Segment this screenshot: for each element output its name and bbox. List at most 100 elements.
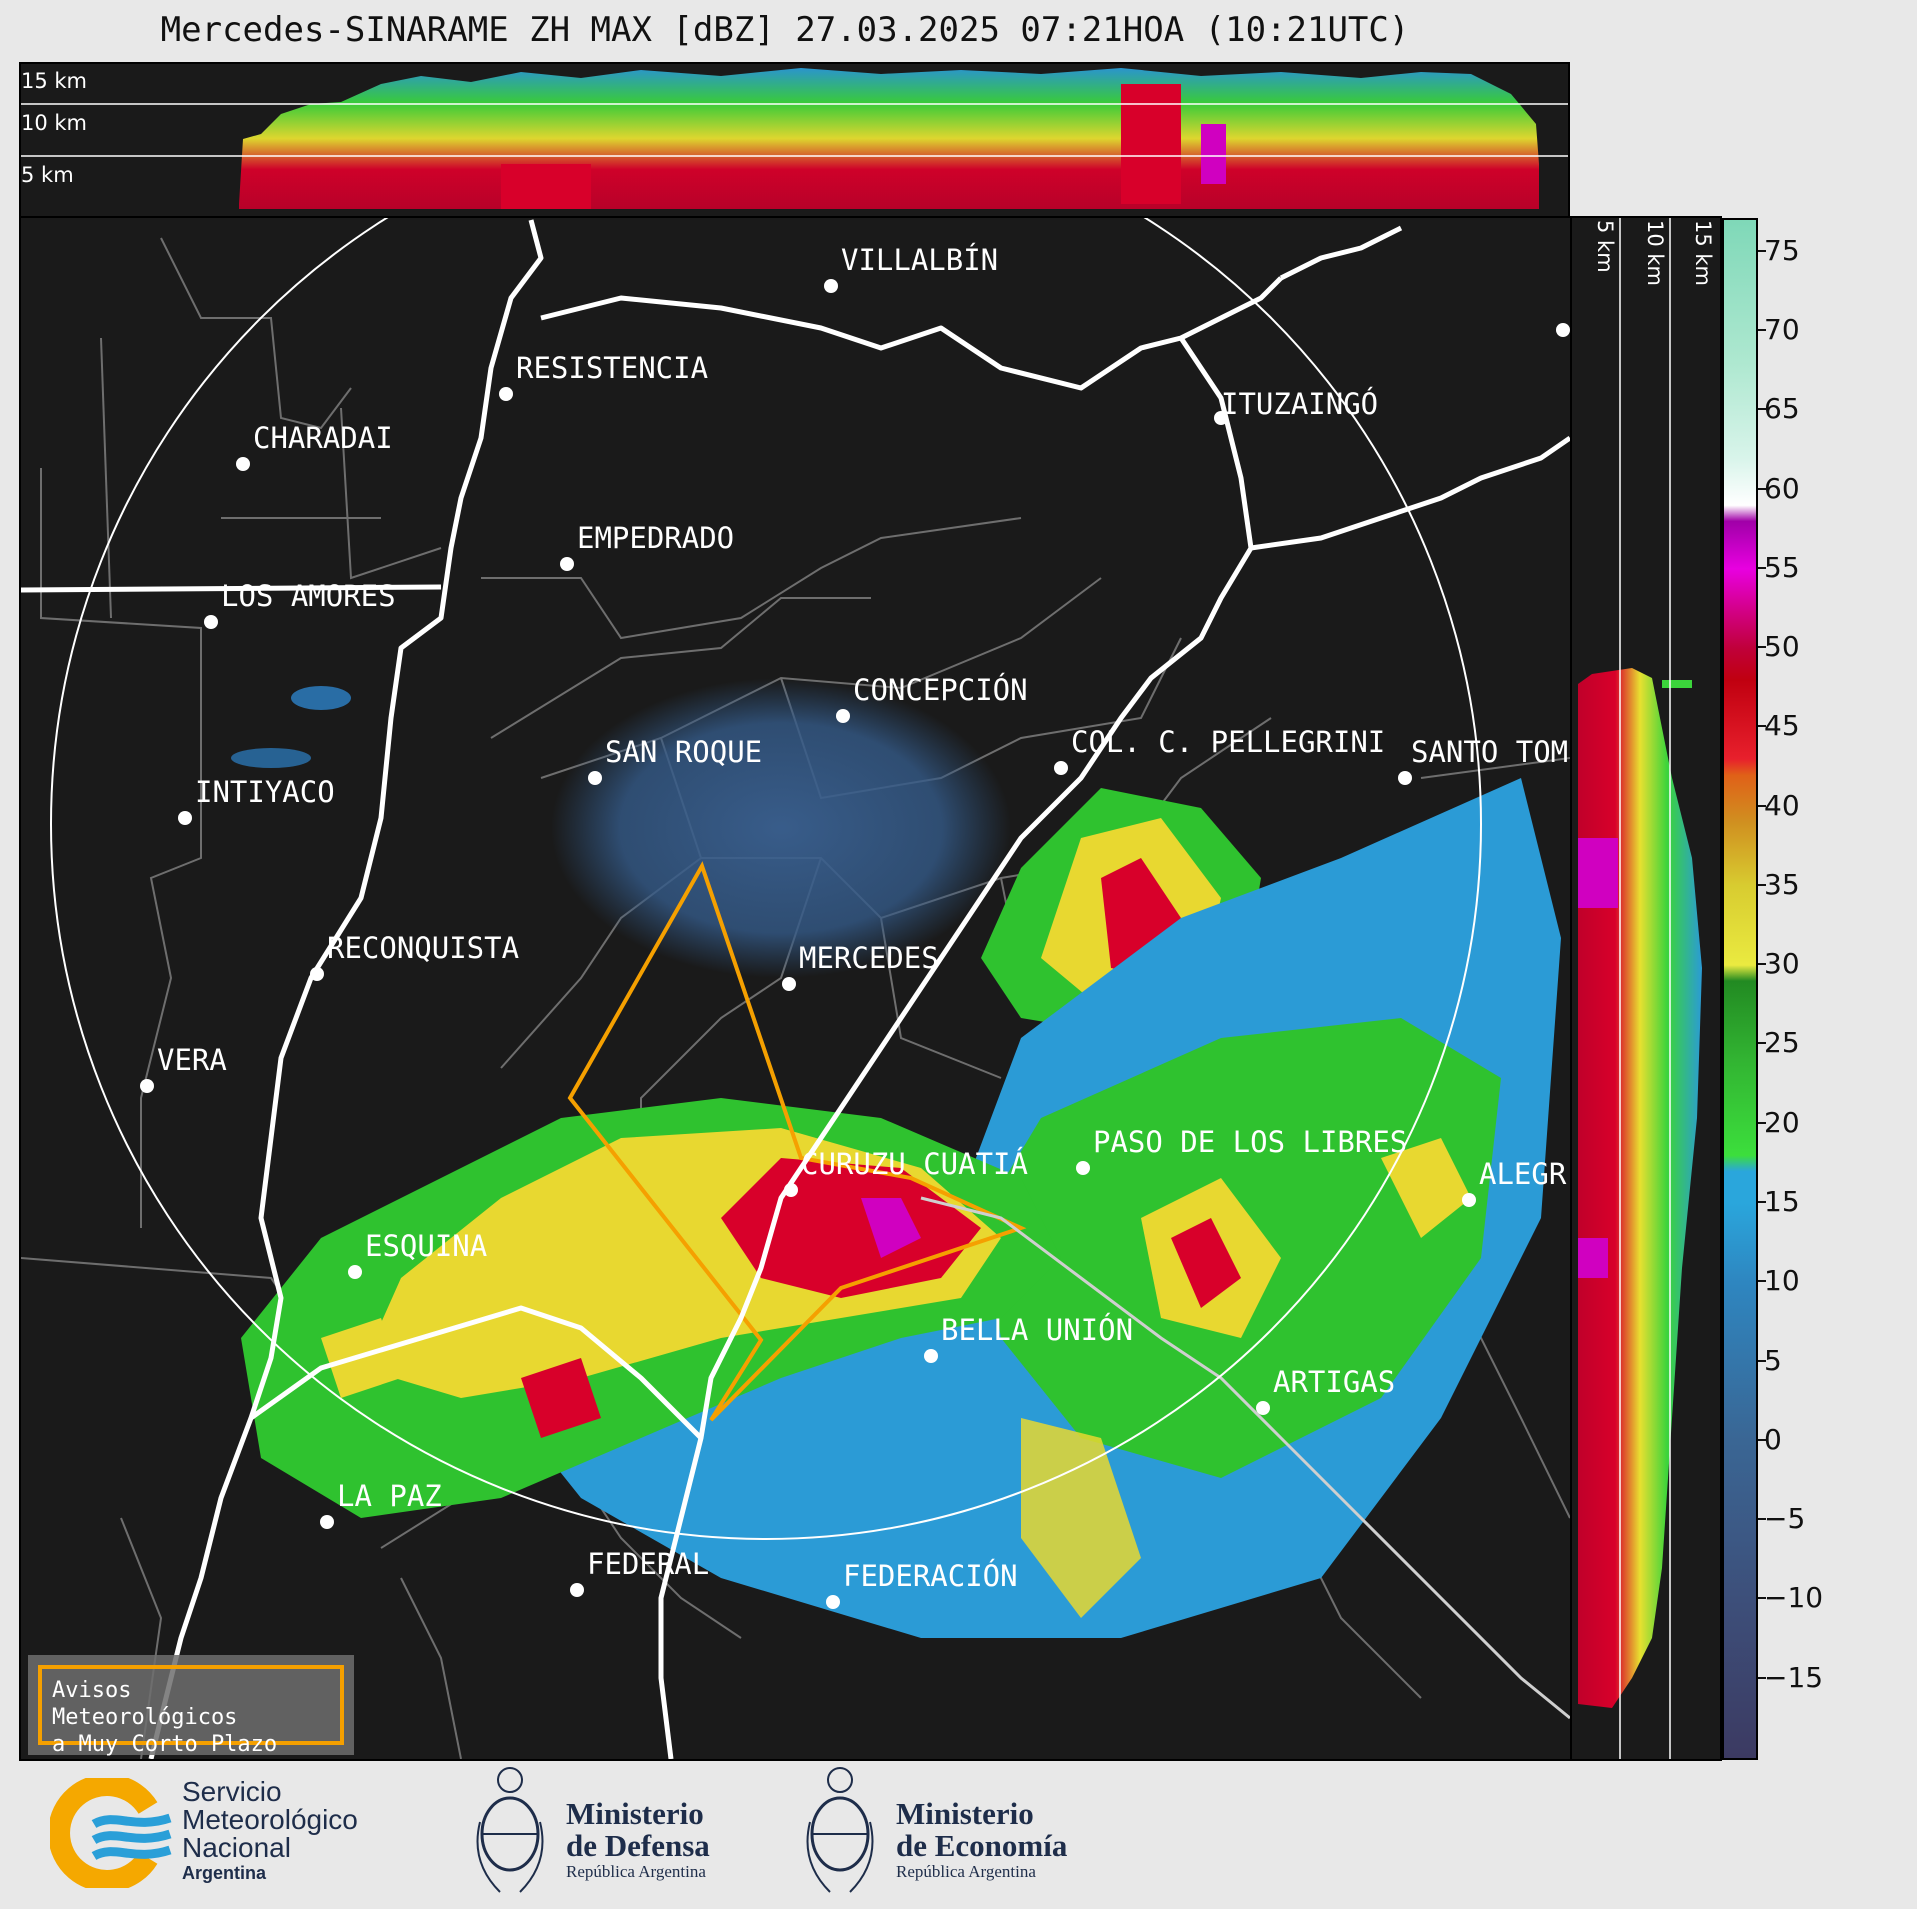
svg-text:CONCEPCIÓN: CONCEPCIÓN [853,673,1028,707]
radar-map[interactable]: VILLALBÍN RESISTENCIA CHARADAI ITUZAINGÓ… [21,218,1570,1759]
colorbar-tick-mark [1758,1597,1766,1600]
warning-info-box[interactable]: Avisos Meteorológicos a Muy Corto Plazo [28,1655,354,1757]
map-title: Mercedes-SINARAME ZH MAX [dBZ] 27.03.202… [160,10,1410,50]
city-santo-tome: SANTO TOM [1398,735,1568,785]
side-cross-section-plot: 5 km 10 km 15 km [1578,218,1715,1759]
defensa-line-3: República Argentina [566,1862,706,1881]
side-height-label-10km: 10 km [1643,220,1667,286]
colorbar-tick-label: 70 [1764,312,1800,346]
smn-line-2: Meteorológico [182,1804,358,1835]
economia-line-1: Ministerio [896,1796,1034,1831]
city-san-roque: SAN ROQUE [588,735,762,785]
colorbar-tick-label: −15 [1764,1660,1824,1694]
colorbar-tick-label: 55 [1764,550,1800,584]
warning-info-box-border: Avisos Meteorológicos a Muy Corto Plazo [38,1665,344,1757]
city-vera: VERA [140,1043,227,1093]
city-los-amores: LOS AMORES [204,579,396,629]
colorbar-tick-label: 45 [1764,709,1800,743]
colorbar-tick-label: 50 [1764,630,1800,664]
svg-text:VILLALBÍN: VILLALBÍN [841,243,998,277]
svg-text:EMPEDRADO: EMPEDRADO [577,521,734,555]
svg-text:CHARADAI: CHARADAI [253,421,393,455]
colorbar-tick-mark [1758,883,1766,886]
top-cross-section-plot: 15 km 10 km 5 km [21,68,1568,209]
svg-text:CURUZU CUATIÁ: CURUZU CUATIÁ [801,1147,1028,1181]
warning-line-2: a Muy Corto Plazo [52,1732,278,1757]
colorbar-tick-label: 5 [1764,1343,1782,1377]
colorbar-tick-mark [1758,725,1766,728]
city-bella-union: BELLA UNIÓN [924,1313,1133,1363]
svg-text:SANTO TOM: SANTO TOM [1411,735,1568,769]
colorbar-tick-mark [1758,1438,1766,1441]
city-ituzaingo: ITUZAINGÓ [1214,387,1378,425]
coat-of-arms-icon [806,1767,874,1893]
city-intiyaco: INTIYACO [178,775,335,825]
smn-logo-mark [50,1778,172,1888]
warning-polygon[interactable] [567,861,1027,1422]
ministerio-defensa-logo: Ministerio de Defensa República Argentin… [470,1762,750,1902]
colorbar-tick-label: 60 [1764,471,1800,505]
city-resistencia: RESISTENCIA [499,351,708,401]
svg-text:BELLA UNIÓN: BELLA UNIÓN [941,1313,1133,1347]
radar-map-panel[interactable]: VILLALBÍN RESISTENCIA CHARADAI ITUZAINGÓ… [19,216,1572,1761]
country-border [920,1196,1570,1720]
side-height-label-5km: 5 km [1593,220,1617,273]
svg-text:ALEGR: ALEGR [1479,1157,1567,1191]
city-reconquista: RECONQUISTA [310,931,519,981]
colorbar-tick-mark [1758,804,1766,807]
colorbar-tick-mark [1758,566,1766,569]
svg-text:MERCEDES: MERCEDES [799,941,939,975]
rivers [148,219,1570,1759]
smn-line-4: Argentina [182,1863,267,1883]
svg-text:LOS AMORES: LOS AMORES [221,579,396,613]
city-paso-de-los-libres: PASO DE LOS LIBRES [1076,1125,1407,1175]
city-esquina: ESQUINA [348,1229,487,1279]
dbz-colorbar [1722,218,1758,1760]
defensa-line-1: Ministerio [566,1796,704,1831]
city-la-paz: LA PAZ [320,1479,442,1529]
city-federacion: FEDERACIÓN [826,1559,1018,1609]
svg-text:INTIYACO: INTIYACO [195,775,335,809]
svg-text:VERA: VERA [157,1043,227,1077]
colorbar-tick-label: 65 [1764,392,1800,426]
city-alegrete: ALEGR [1462,1157,1567,1207]
colorbar-tick-mark [1758,963,1766,966]
colorbar-tick-mark [1758,1676,1766,1679]
city-charadai: CHARADAI [236,421,393,471]
svg-text:FEDERAL: FEDERAL [587,1547,709,1581]
city-villalbin: VILLALBÍN [824,243,998,293]
colorbar-tick-label: 75 [1764,233,1800,267]
svg-text:RECONQUISTA: RECONQUISTA [327,931,519,965]
colorbar-tick-label: 20 [1764,1105,1800,1139]
city-curuzu-cuatia: CURUZU CUATIÁ [784,1147,1028,1197]
svg-text:COL. C. PELLEGRINI: COL. C. PELLEGRINI [1071,725,1385,759]
side-cross-section-panel: 5 km 10 km 15 km [1570,216,1722,1761]
city-mercedes: MERCEDES [782,941,939,991]
economia-line-2: de Economía [896,1828,1068,1863]
cross-section-echo [239,68,1539,209]
colorbar-tick-mark [1758,249,1766,252]
colorbar-tick-mark [1758,487,1766,490]
ministerio-economia-logo: Ministerio de Economía República Argenti… [800,1762,1100,1902]
colorbar-tick-mark [1758,328,1766,331]
smn-logo: Servicio Meteorológico Nacional Argentin… [50,1778,430,1888]
city-artigas: ARTIGAS [1256,1365,1395,1415]
city-empedrado: EMPEDRADO [560,521,734,571]
colorbar-tick-label: 30 [1764,947,1800,981]
storm-band-southwest [241,1098,1061,1518]
svg-text:SAN ROQUE: SAN ROQUE [605,735,762,769]
city-markers: VILLALBÍN RESISTENCIA CHARADAI ITUZAINGÓ… [140,243,1570,1609]
radar-clutter-echo [551,678,1011,978]
defensa-line-2: de Defensa [566,1828,710,1863]
colorbar-tick-label: 0 [1764,1422,1782,1456]
svg-text:ITUZAINGÓ: ITUZAINGÓ [1221,387,1378,421]
height-label-5km: 5 km [21,163,74,187]
height-label-15km: 15 km [21,69,87,93]
colorbar-tick-mark [1758,1518,1766,1521]
city-concepcion: CONCEPCIÓN [836,673,1028,723]
svg-text:RESISTENCIA: RESISTENCIA [516,351,708,385]
economia-line-3: República Argentina [896,1862,1036,1881]
colorbar-tick-mark [1758,1121,1766,1124]
colorbar-tick-label: 10 [1764,1264,1800,1298]
colorbar-tick-mark [1758,1359,1766,1362]
